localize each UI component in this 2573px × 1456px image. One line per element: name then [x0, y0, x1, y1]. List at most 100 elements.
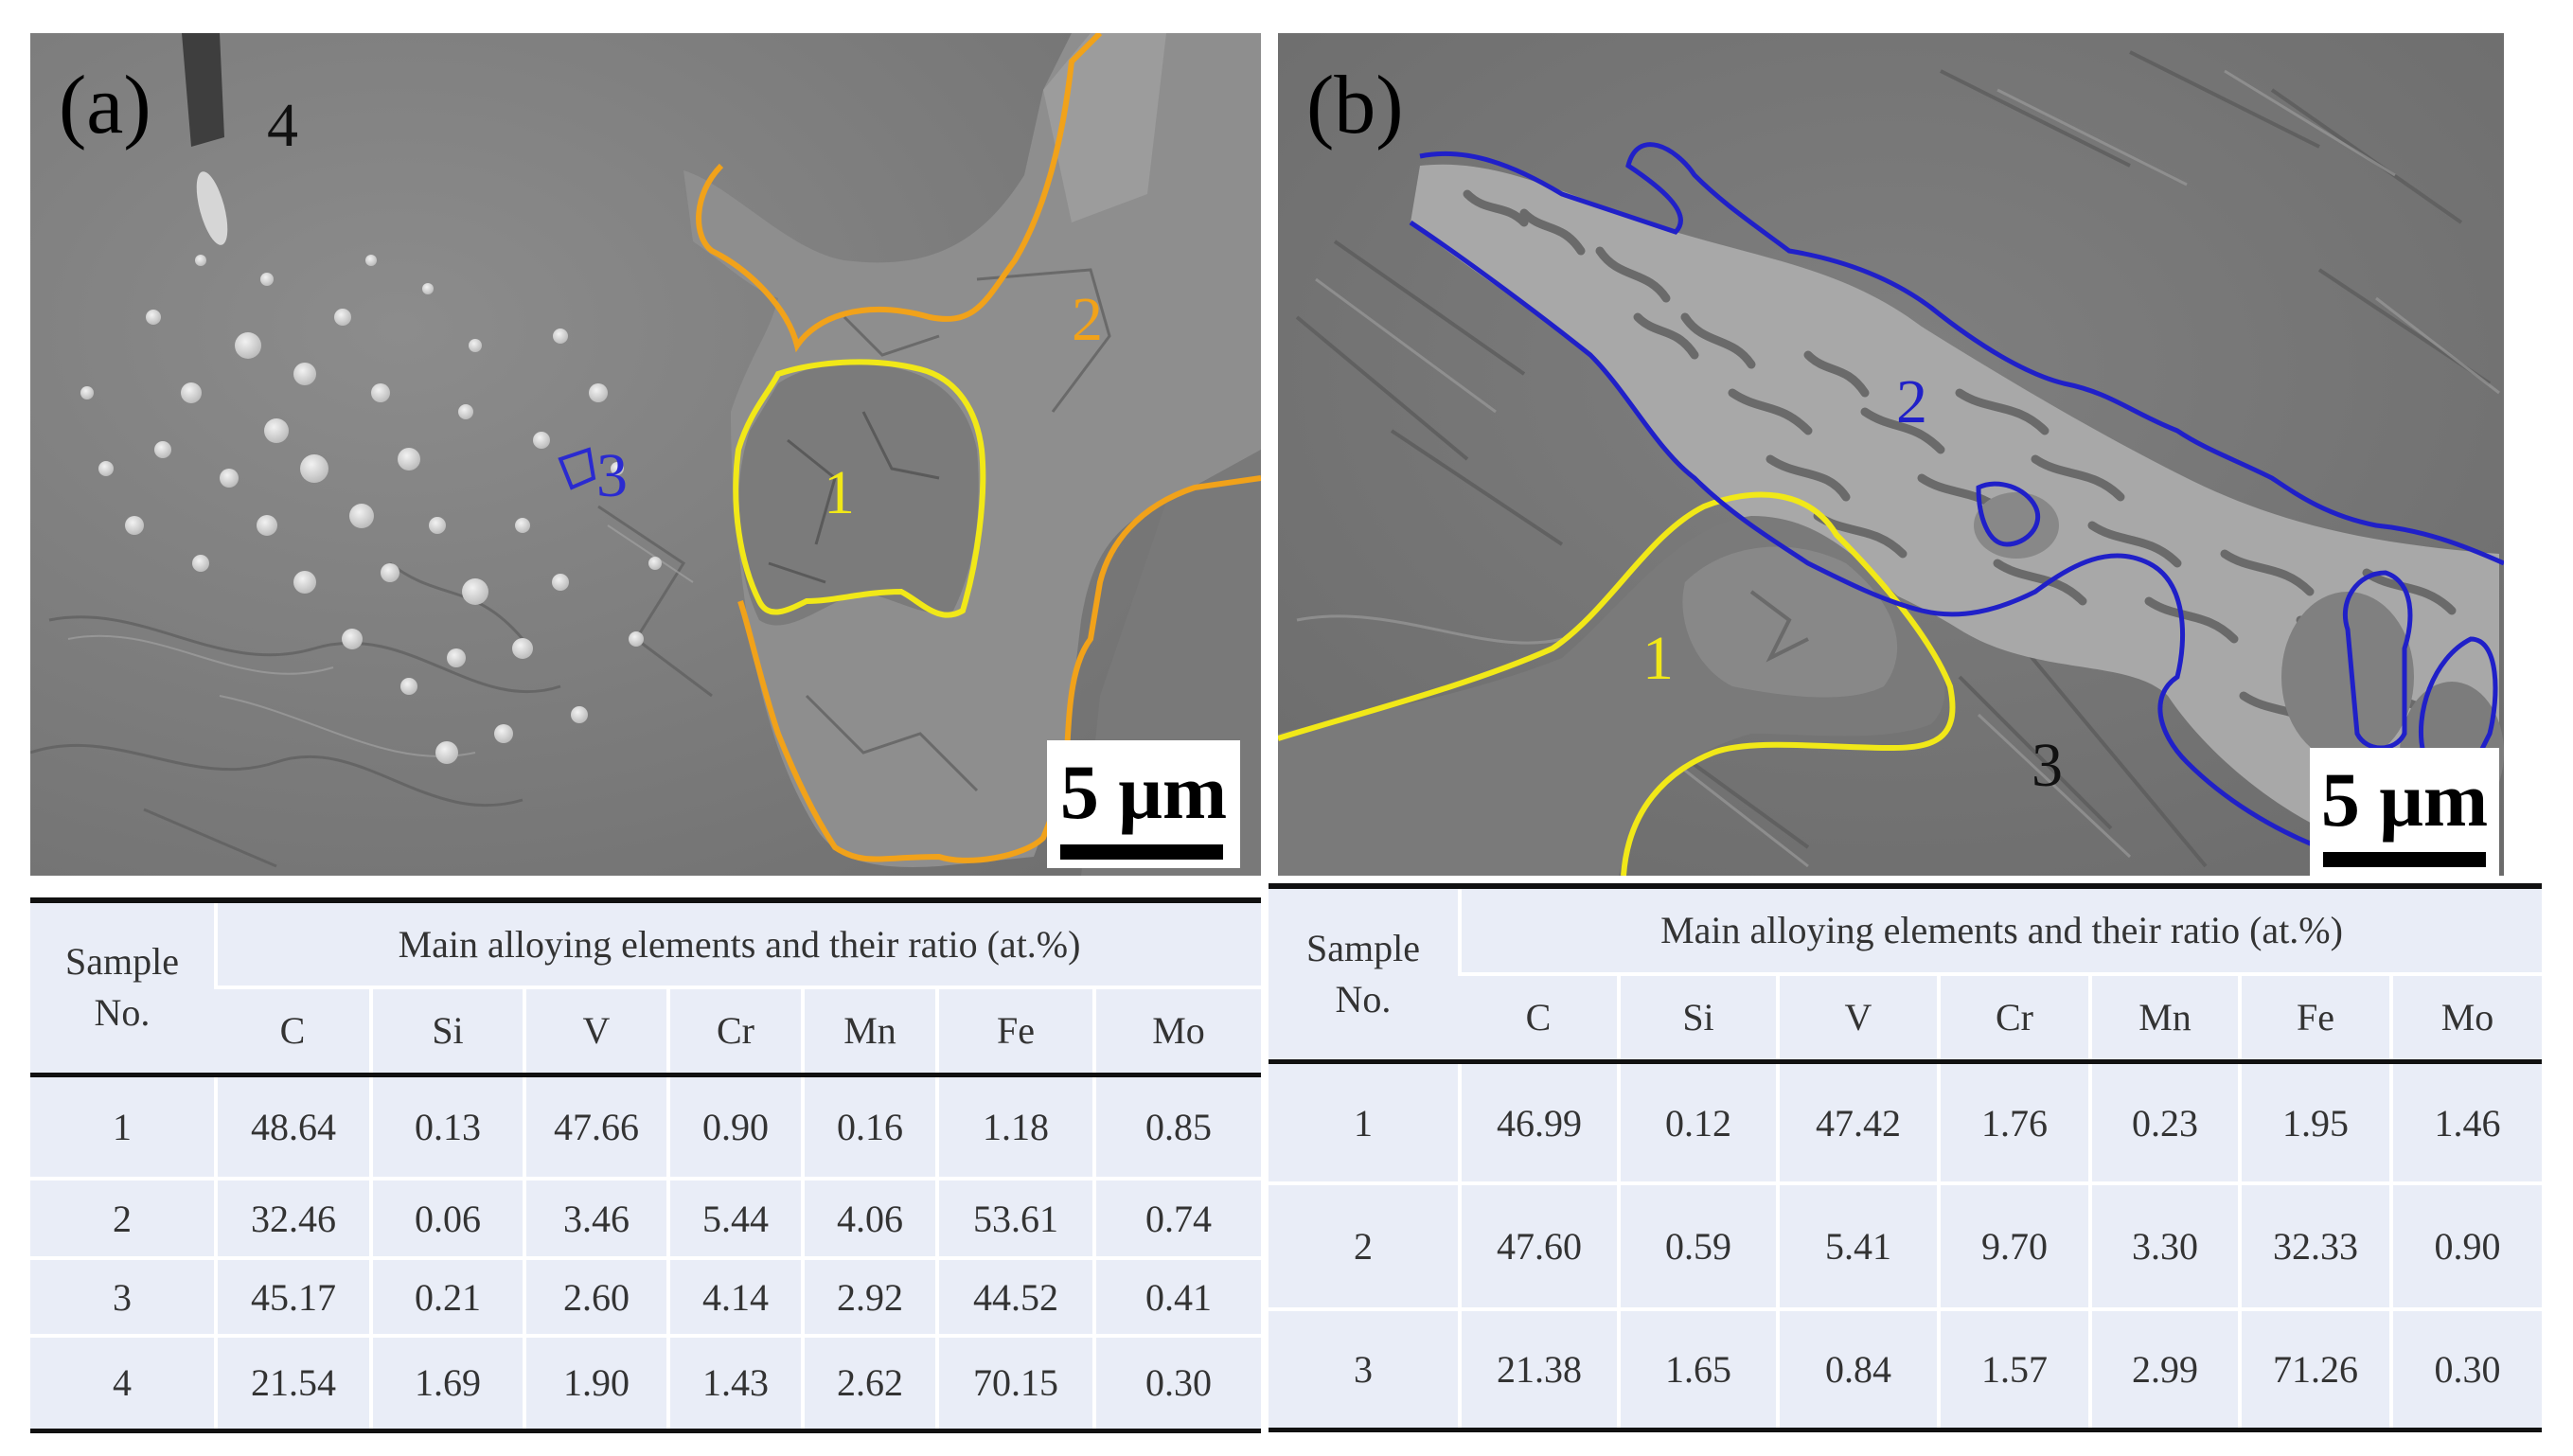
- value-v: 47.42: [1776, 1058, 1939, 1184]
- value-si: 1.65: [1617, 1307, 1778, 1430]
- value-si: 0.13: [369, 1072, 524, 1179]
- panel-label-a: (a): [59, 60, 151, 151]
- panel-b: (b) 2 1 3 5 μm Sample No. Main alloying e…: [1269, 0, 2573, 1456]
- value-mn: 0.16: [801, 1072, 937, 1179]
- col-header-v: V: [1776, 971, 1939, 1062]
- sample-no-header: Sample No.: [65, 940, 179, 1035]
- table-row: 2 47.60 0.59 5.41 9.70 3.30 32.33 0.90: [1269, 1181, 2543, 1310]
- value-mn: 3.30: [2088, 1181, 2240, 1310]
- value-mn: 2.99: [2088, 1307, 2240, 1430]
- table-row: 4 21.54 1.69 1.90 1.43 2.62 70.15 0.30: [30, 1334, 1262, 1430]
- sample-no: 1: [30, 1072, 216, 1179]
- value-cr: 1.43: [666, 1334, 803, 1430]
- sem-micrograph-b: [1278, 33, 2504, 876]
- col-header-cr: Cr: [666, 985, 803, 1074]
- sem-image-a: [30, 33, 1261, 876]
- sem-micrograph-a: [30, 33, 1261, 876]
- region-label-4: 4: [267, 91, 298, 160]
- scale-bar-a: 5 μm: [1047, 740, 1240, 868]
- value-mn: 0.23: [2088, 1058, 2240, 1184]
- scale-bar-b: 5 μm: [2310, 748, 2499, 876]
- region-label-1: 1: [824, 458, 855, 527]
- value-c: 46.99: [1458, 1058, 1619, 1184]
- value-v: 47.66: [523, 1072, 668, 1179]
- region-label-2: 2: [1896, 367, 1927, 436]
- value-fe: 32.33: [2238, 1181, 2391, 1310]
- value-cr: 9.70: [1937, 1181, 2090, 1310]
- sample-no: 1: [1269, 1058, 1460, 1184]
- value-mn: 2.92: [801, 1256, 937, 1336]
- value-c: 21.54: [214, 1334, 371, 1430]
- scale-bar-line-a: [1060, 844, 1223, 860]
- value-mo: 0.90: [2388, 1181, 2543, 1310]
- table-row: 1 48.64 0.13 47.66 0.90 0.16 1.18 0.85: [30, 1072, 1262, 1179]
- value-c: 48.64: [214, 1072, 371, 1179]
- region-label-2: 2: [1072, 285, 1103, 354]
- alloying-elements-header: Main alloying elements and their ratio (…: [1457, 886, 2543, 974]
- sample-no-header: Sample No.: [1306, 926, 1420, 1021]
- col-header-si: Si: [369, 985, 524, 1074]
- value-v: 1.90: [523, 1334, 668, 1430]
- value-fe: 44.52: [935, 1256, 1094, 1336]
- value-fe: 1.18: [935, 1072, 1094, 1179]
- col-header-mo: Mo: [1091, 985, 1262, 1074]
- col-header-cr: Cr: [1937, 971, 2090, 1062]
- value-cr: 0.90: [666, 1072, 803, 1179]
- value-si: 0.12: [1617, 1058, 1778, 1184]
- sample-no: 3: [30, 1256, 216, 1336]
- sample-no: 2: [1269, 1181, 1460, 1310]
- value-mo: 0.30: [1091, 1334, 1262, 1430]
- value-mn: 2.62: [801, 1334, 937, 1430]
- col-header-fe: Fe: [935, 985, 1094, 1074]
- col-header-mn: Mn: [2088, 971, 2240, 1062]
- table-row: 1 46.99 0.12 47.42 1.76 0.23 1.95 1.46: [1269, 1058, 2543, 1184]
- sem-image-b: [1278, 33, 2504, 876]
- value-fe: 53.61: [935, 1177, 1094, 1258]
- scale-bar-line-b: [2323, 852, 2486, 867]
- region-label-1: 1: [1642, 624, 1674, 693]
- value-si: 0.06: [369, 1177, 524, 1258]
- sample-no: 4: [30, 1334, 216, 1430]
- value-si: 0.59: [1617, 1181, 1778, 1310]
- composition-table-a: Sample No. Main alloying elements and the…: [30, 897, 1262, 1433]
- table-row: 3 45.17 0.21 2.60 4.14 2.92 44.52 0.41: [30, 1256, 1262, 1336]
- value-fe: 70.15: [935, 1334, 1094, 1430]
- table-row: 2 32.46 0.06 3.46 5.44 4.06 53.61 0.74: [30, 1177, 1262, 1258]
- value-mo: 0.30: [2388, 1307, 2543, 1430]
- value-mo: 0.85: [1091, 1072, 1262, 1179]
- value-c: 21.38: [1458, 1307, 1619, 1430]
- value-cr: 1.76: [1937, 1058, 2090, 1184]
- value-fe: 1.95: [2238, 1058, 2391, 1184]
- scale-bar-label-a: 5 μm: [1059, 749, 1228, 835]
- col-header-c: C: [1460, 971, 1619, 1062]
- col-header-si: Si: [1617, 971, 1778, 1062]
- col-header-c: C: [216, 985, 371, 1074]
- value-fe: 71.26: [2238, 1307, 2391, 1430]
- col-header-fe: Fe: [2238, 971, 2391, 1062]
- value-cr: 5.44: [666, 1177, 803, 1258]
- value-mo: 1.46: [2388, 1058, 2543, 1184]
- value-c: 32.46: [214, 1177, 371, 1258]
- col-header-v: V: [523, 985, 668, 1074]
- value-mo: 0.74: [1091, 1177, 1262, 1258]
- value-si: 0.21: [369, 1256, 524, 1336]
- value-v: 2.60: [523, 1256, 668, 1336]
- region-label-3: 3: [2032, 731, 2063, 800]
- value-c: 47.60: [1458, 1181, 1619, 1310]
- value-si: 1.69: [369, 1334, 524, 1430]
- value-mn: 4.06: [801, 1177, 937, 1258]
- region-label-3: 3: [596, 441, 628, 510]
- value-mo: 0.41: [1091, 1256, 1262, 1336]
- col-header-mo: Mo: [2388, 971, 2543, 1062]
- value-cr: 4.14: [666, 1256, 803, 1336]
- value-v: 0.84: [1776, 1307, 1939, 1430]
- sample-no: 3: [1269, 1307, 1460, 1430]
- value-cr: 1.57: [1937, 1307, 2090, 1430]
- scale-bar-label-b: 5 μm: [2320, 756, 2489, 843]
- composition-table-b: Sample No. Main alloying elements and the…: [1269, 883, 2543, 1432]
- col-header-mn: Mn: [801, 985, 937, 1074]
- panel-label-b: (b): [1306, 60, 1404, 151]
- value-c: 45.17: [214, 1256, 371, 1336]
- alloying-elements-header: Main alloying elements and their ratio (…: [213, 900, 1262, 987]
- table-row: 3 21.38 1.65 0.84 1.57 2.99 71.26 0.30: [1269, 1307, 2543, 1430]
